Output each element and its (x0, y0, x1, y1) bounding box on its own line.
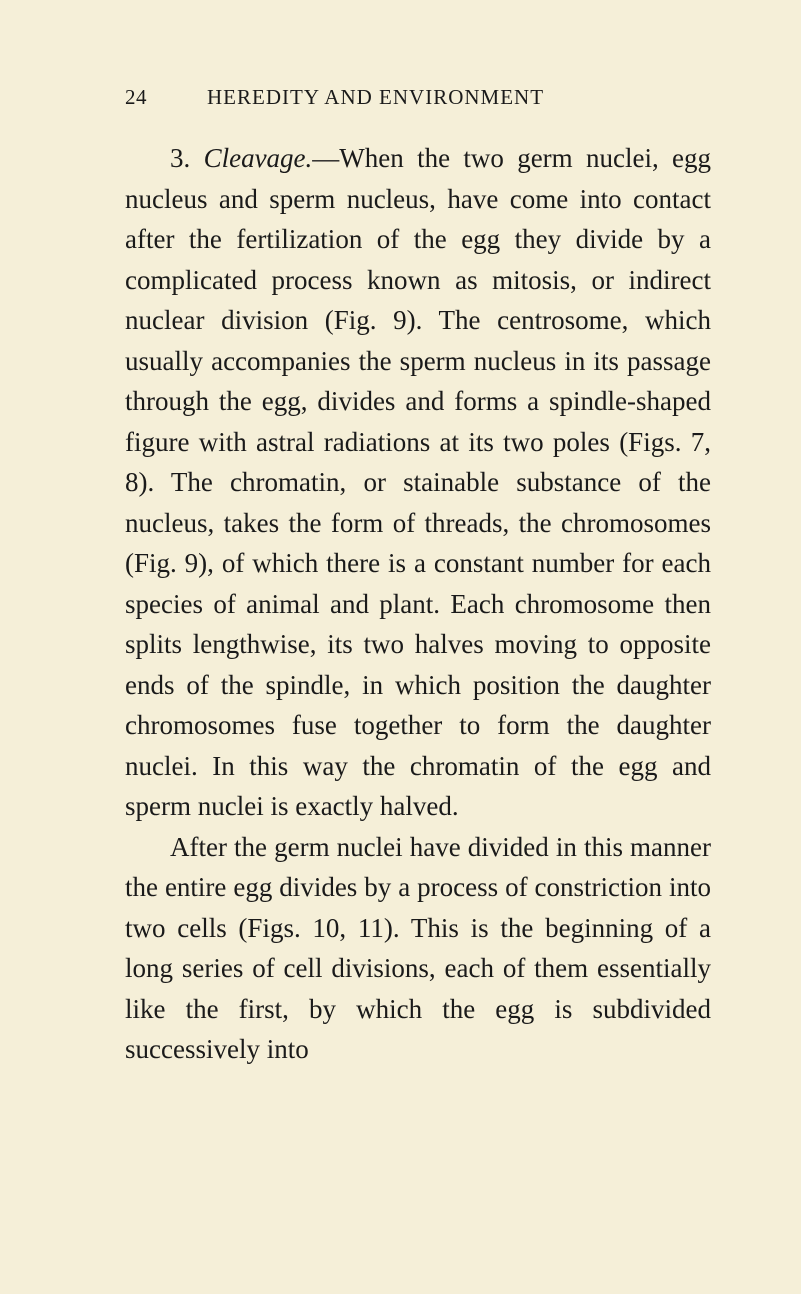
paragraph-2: After the germ nuclei have divided in th… (125, 827, 711, 1070)
body-text: 3. Cleavage.—When the two germ nuclei, e… (125, 138, 711, 1070)
paragraph-1: 3. Cleavage.—When the two germ nuclei, e… (125, 138, 711, 827)
page-number: 24 (125, 85, 147, 110)
paragraph-1-text: —When the two germ nuclei, egg nucleus a… (125, 143, 711, 821)
page-header: 24 HEREDITY AND ENVIRONMENT (125, 85, 711, 110)
section-number: 3. (170, 143, 190, 173)
paragraph-2-text: After the germ nuclei have divided in th… (125, 832, 711, 1065)
section-title: Cleavage. (204, 143, 313, 173)
page-content: 24 HEREDITY AND ENVIRONMENT 3. Cleavage.… (0, 0, 801, 1130)
running-title: HEREDITY AND ENVIRONMENT (207, 85, 544, 110)
